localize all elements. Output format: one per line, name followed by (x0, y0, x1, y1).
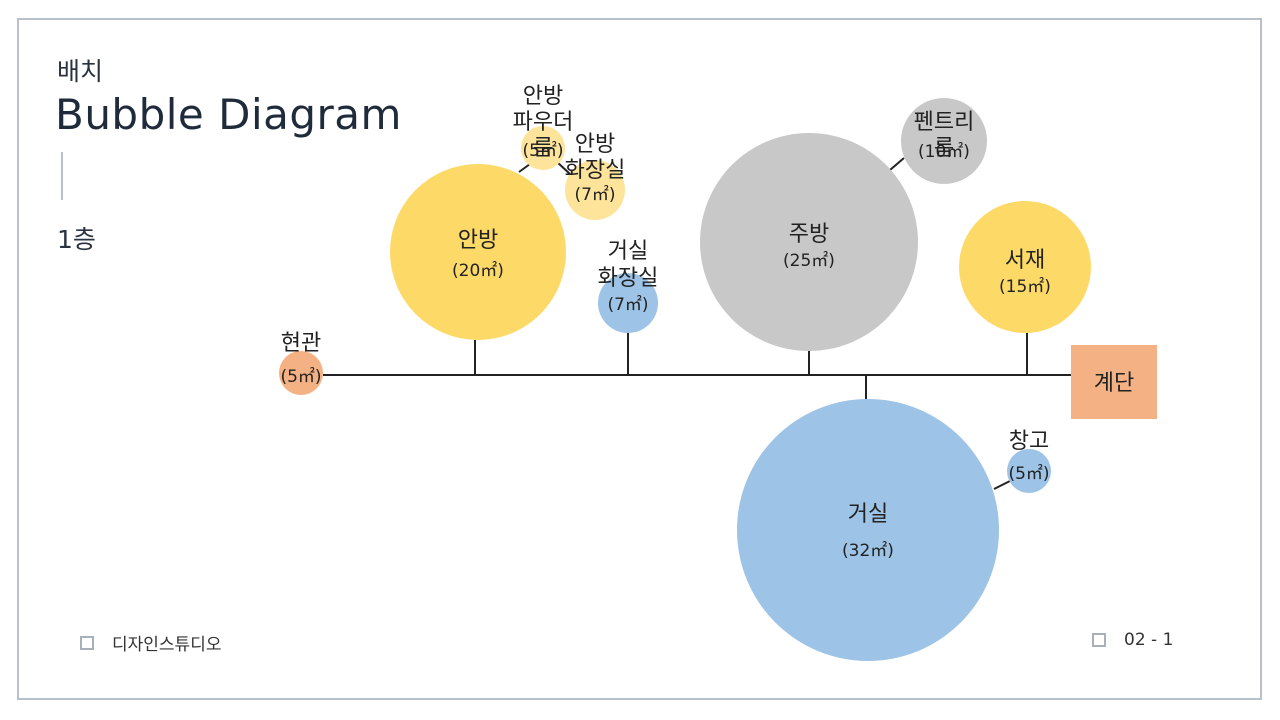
stair-box (1071, 345, 1157, 419)
floor-label: 1층 (57, 225, 96, 254)
bubble-master-bath (565, 160, 625, 220)
bubble-study (959, 201, 1091, 333)
connector-storage (993, 480, 1011, 490)
room-name-master-bath: 안방 화장실 (565, 132, 626, 183)
footer-page: 02 - 1 (1092, 630, 1173, 650)
bubble-master-powder (521, 126, 565, 170)
room-name-master: 안방 (458, 228, 498, 253)
bubble-pantry (901, 98, 987, 184)
room-name-study: 서재 (1005, 248, 1045, 273)
room-area-entrance: (5㎡) (280, 367, 321, 387)
section-subtitle: 배치 (57, 57, 104, 86)
stair-label: 계단 (1094, 371, 1134, 396)
room-area-living-bath: (7㎡) (607, 295, 648, 315)
page-title: Bubble Diagram (55, 90, 402, 139)
bubble-storage (1007, 449, 1051, 493)
page-number: 02 - 1 (1124, 630, 1174, 650)
bubble-master (390, 164, 566, 340)
room-area-master-powder: (5㎡) (522, 141, 563, 161)
connector-master-bath (556, 161, 571, 175)
connector-pantry (889, 157, 905, 171)
room-name-storage: 창고 (1009, 429, 1049, 454)
bubble-kitchen (700, 133, 918, 351)
title-divider (61, 152, 63, 200)
room-name-master-powder: 안방 파우더 룸 (513, 84, 574, 161)
room-area-study: (15㎡) (999, 277, 1051, 297)
room-area-storage: (5㎡) (1008, 464, 1049, 484)
bubble-entrance (279, 351, 323, 395)
room-name-entrance: 현관 (281, 331, 321, 356)
room-area-living: (32㎡) (842, 541, 894, 561)
room-area-kitchen: (25㎡) (783, 251, 835, 271)
connector-master-powder (518, 163, 531, 173)
room-area-master: (20㎡) (452, 261, 504, 281)
room-area-pantry: (10㎡) (918, 142, 970, 162)
room-name-kitchen: 주방 (789, 222, 829, 247)
square-bullet-icon (1092, 633, 1106, 647)
bubble-living (737, 399, 999, 661)
room-name-living: 거실 (848, 502, 888, 527)
room-area-master-bath: (7㎡) (574, 185, 615, 205)
footer-brand: 디자인스튜디오 (80, 630, 221, 655)
square-bullet-icon (80, 635, 94, 650)
brand-name: 디자인스튜디오 (112, 635, 222, 655)
bubble-living-bath (598, 273, 658, 333)
room-name-pantry: 펜트리 룸 (914, 110, 975, 161)
room-name-living-bath: 거실 화장실 (598, 239, 659, 291)
slide-frame (17, 18, 1262, 700)
